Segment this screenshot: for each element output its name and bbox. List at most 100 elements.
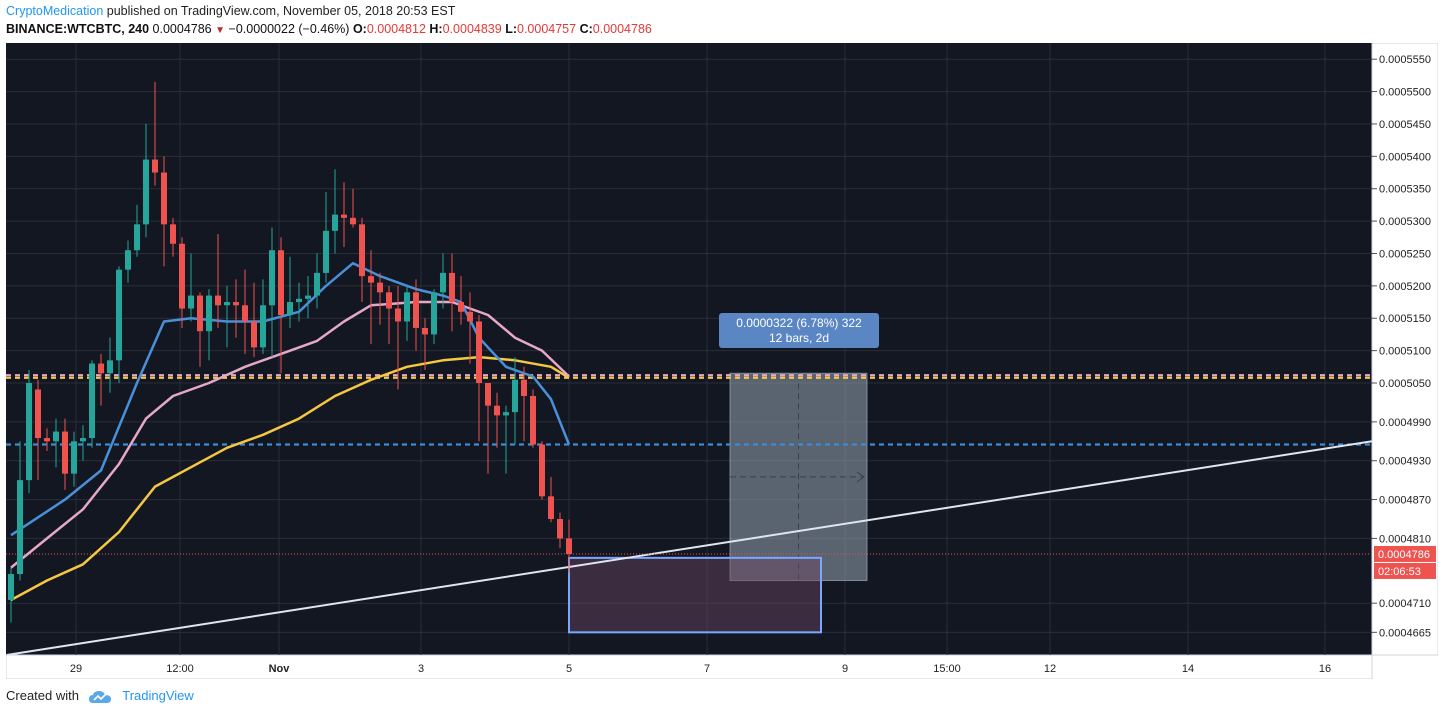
symbol-name: BINANCE:WTCBTC, 240 (6, 22, 150, 36)
moving-average-mid (10, 300, 570, 569)
candle (26, 370, 32, 494)
candle-body (467, 311, 473, 322)
countdown-tag (1374, 562, 1436, 579)
candle (197, 292, 203, 367)
candle-body (512, 379, 518, 413)
candle (521, 366, 527, 442)
candle (44, 428, 50, 451)
candle (548, 476, 554, 523)
candle (71, 431, 77, 487)
candle (170, 217, 176, 257)
open-label: O: (352, 22, 367, 36)
candle (134, 204, 140, 257)
candle (395, 285, 401, 390)
x-tick-label: 14 (1182, 663, 1194, 675)
candle-body (305, 295, 311, 299)
candle (251, 282, 257, 358)
candle (224, 285, 230, 348)
candle (431, 289, 437, 345)
candle-body (125, 250, 131, 270)
candle-body (170, 224, 176, 244)
candle-body (314, 272, 320, 296)
candle (341, 182, 347, 247)
time-axis (6, 654, 1373, 679)
candle-body (431, 292, 437, 335)
candle-body (71, 441, 77, 474)
tradingview-link[interactable]: TradingView (122, 688, 194, 703)
candle-body (548, 496, 554, 519)
candle-body (566, 538, 572, 554)
candle (62, 418, 68, 490)
candle (152, 81, 158, 186)
y-tick-label: 0.0005300 (1379, 216, 1431, 228)
candle-body (530, 395, 536, 445)
candle-body (242, 305, 248, 322)
candle (530, 389, 536, 448)
candle-body (521, 379, 527, 396)
candle (314, 253, 320, 309)
candle-body (62, 431, 68, 474)
candle (8, 567, 14, 623)
y-tick-label: 0.0005350 (1379, 184, 1431, 196)
published-text: published on TradingView.com, November 0… (106, 4, 456, 18)
candle-body (341, 214, 347, 218)
candle (494, 392, 500, 448)
y-tick-label: 0.0005250 (1379, 248, 1431, 260)
measure-label-line2: 12 bars, 2d (769, 331, 829, 345)
last-price: 0.0004786 (152, 22, 212, 36)
candle (242, 269, 248, 354)
candle (449, 253, 455, 332)
candle-body (215, 295, 221, 306)
candle (404, 285, 410, 341)
candle (188, 253, 194, 322)
candle (413, 279, 419, 351)
y-tick-label: 0.0004930 (1379, 456, 1431, 468)
candle-body (440, 272, 446, 293)
candle (503, 405, 509, 474)
x-tick-label: 3 (418, 663, 424, 675)
y-tick-label: 0.0004990 (1379, 417, 1431, 429)
candle-body (26, 383, 32, 481)
candle (179, 237, 185, 328)
candle-body (35, 389, 41, 439)
candle (287, 256, 293, 328)
candle-body (350, 217, 356, 225)
candle (107, 337, 113, 393)
x-tick-label: 29 (70, 663, 82, 675)
x-tick-label: 9 (842, 663, 848, 675)
trendline (6, 440, 1373, 656)
candle (215, 234, 221, 328)
candle-body (251, 321, 257, 348)
candle (377, 272, 383, 325)
candle (440, 253, 446, 309)
measure-arrow-icon (856, 471, 865, 483)
y-tick-label: 0.0005100 (1379, 346, 1431, 358)
candle-body (188, 295, 194, 309)
candle (206, 289, 212, 361)
candle-body (134, 224, 140, 251)
candle-body (152, 159, 158, 173)
candle (125, 240, 131, 283)
close-value: 0.0004786 (592, 22, 652, 36)
candle-body (197, 295, 203, 332)
high-value: 0.0004839 (442, 22, 502, 36)
y-tick-label: 0.0005550 (1379, 54, 1431, 66)
close-label: C: (579, 22, 593, 36)
author-link[interactable]: CryptoMedication (6, 4, 104, 18)
price-chart[interactable]: 0.0005550 0.0005500 0.0005450 0.0005400 0.00… (6, 43, 1438, 679)
candle (467, 292, 473, 364)
candle-body (161, 172, 167, 225)
candle (422, 318, 428, 371)
y-tick-label: 0.0005450 (1379, 119, 1431, 131)
candle-body (224, 302, 230, 306)
candle (116, 266, 122, 383)
x-tick-label: 16 (1319, 663, 1331, 675)
last-price-tag (1374, 545, 1436, 562)
candle-body (494, 405, 500, 416)
candle-body (503, 412, 509, 416)
candle (485, 383, 491, 474)
candle-body (395, 308, 401, 322)
grid (6, 43, 1372, 655)
candles (8, 81, 572, 623)
candle-body (179, 243, 185, 309)
